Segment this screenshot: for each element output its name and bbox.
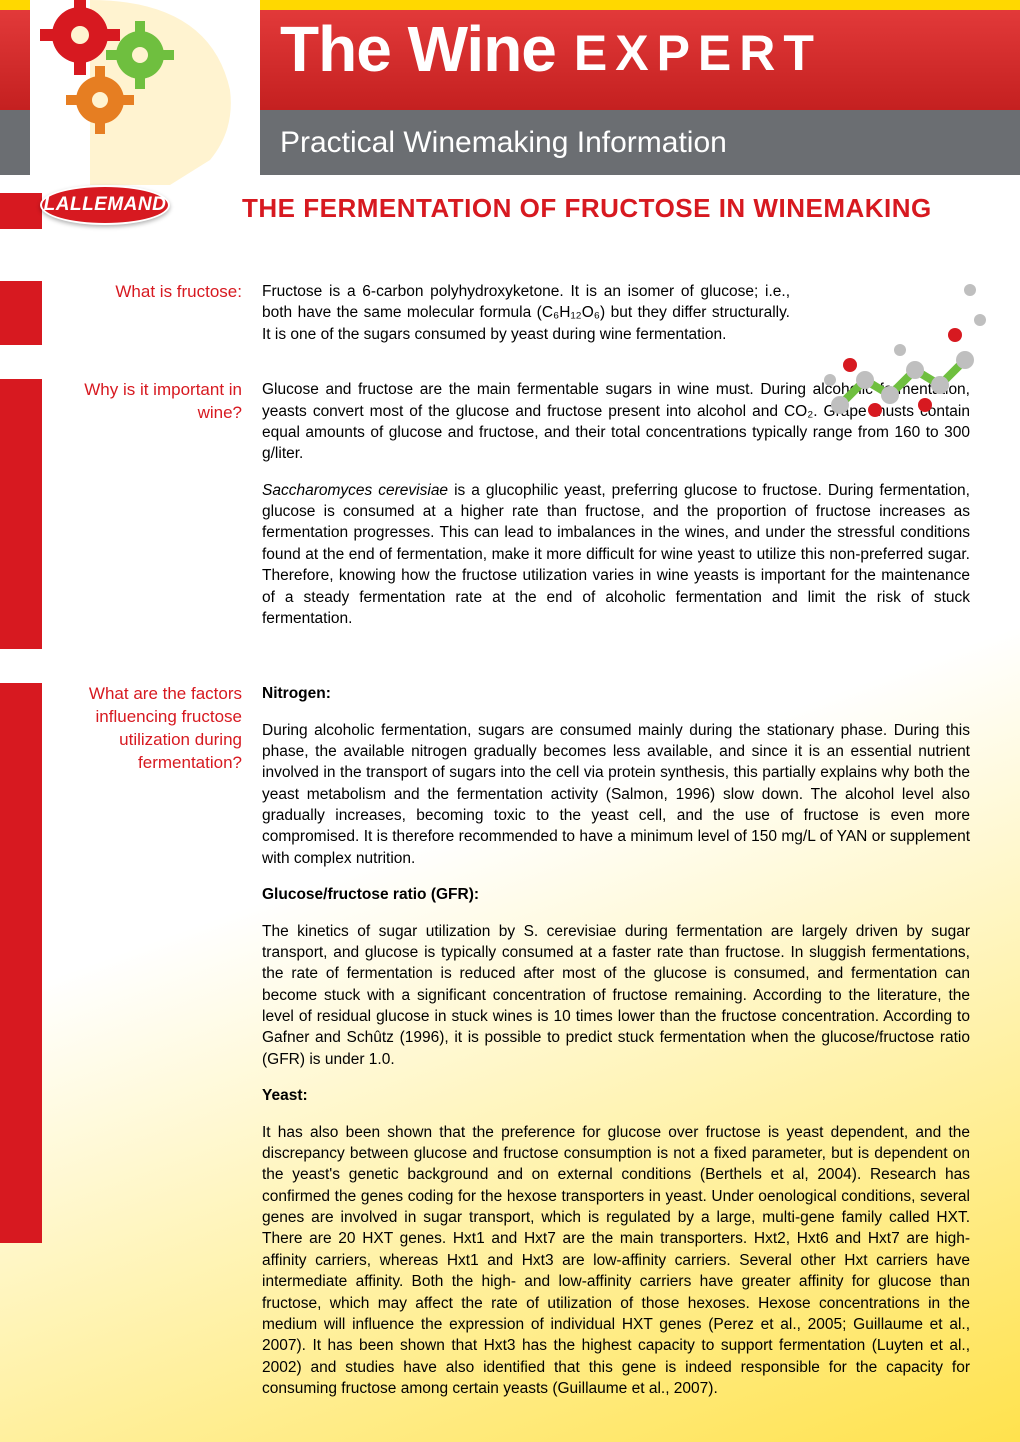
page: The Wine EXPERT Practical Winemaking Inf… bbox=[0, 0, 1020, 1442]
brand-part1: The Wine bbox=[280, 12, 556, 86]
lallemand-logo: LALLEMAND bbox=[40, 185, 170, 225]
question-label: Why is it important in wine? bbox=[42, 379, 262, 649]
header-banner: The Wine EXPERT Practical Winemaking Inf… bbox=[0, 0, 1020, 175]
red-accent-bar bbox=[0, 683, 42, 1243]
head-gears-icon bbox=[30, 0, 260, 185]
brand-part2: EXPERT bbox=[574, 24, 822, 82]
question-label: What are the factors influencing fructos… bbox=[42, 683, 262, 1399]
lallemand-logo-text: LALLEMAND bbox=[44, 194, 167, 216]
red-accent-bar bbox=[0, 281, 42, 345]
section-left: What is fructose: bbox=[0, 281, 262, 345]
subheading-gfr: Glucose/fructose ratio (GFR): bbox=[262, 884, 970, 905]
section-left: What are the factors influencing fructos… bbox=[0, 683, 262, 1399]
title-accent-bar bbox=[0, 193, 42, 229]
page-title: THE FERMENTATION OF FRUCTOSE IN WINEMAKI… bbox=[242, 193, 932, 229]
header-subtitle: Practical Winemaking Information bbox=[280, 126, 727, 160]
body-paragraph: During alcoholic fermentation, sugars ar… bbox=[262, 720, 970, 870]
body-paragraph: Fructose is a 6-carbon polyhydroxyketone… bbox=[262, 281, 790, 345]
body-paragraph-rest: is a glucophilic yeast, preferring gluco… bbox=[262, 482, 970, 627]
subheading-yeast: Yeast: bbox=[262, 1085, 970, 1106]
section-body: Nitrogen: During alcoholic fermentation,… bbox=[262, 683, 970, 1399]
body-paragraph: The kinetics of sugar utilization by S. … bbox=[262, 921, 970, 1071]
body-paragraph: It has also been shown that the preferen… bbox=[262, 1122, 970, 1400]
question-label: What is fructose: bbox=[42, 281, 262, 345]
molecule-icon bbox=[820, 265, 990, 425]
section-factors: What are the factors influencing fructos… bbox=[0, 683, 970, 1399]
brand-title: The Wine EXPERT bbox=[280, 12, 822, 86]
subheading-nitrogen: Nitrogen: bbox=[262, 683, 970, 704]
content: What is fructose: Fructose is a 6-carbon… bbox=[0, 281, 1020, 1399]
red-accent-bar bbox=[0, 379, 42, 649]
body-paragraph: Saccharomyces cerevisiae Saccharomyces c… bbox=[262, 480, 970, 630]
section-left: Why is it important in wine? bbox=[0, 379, 262, 649]
